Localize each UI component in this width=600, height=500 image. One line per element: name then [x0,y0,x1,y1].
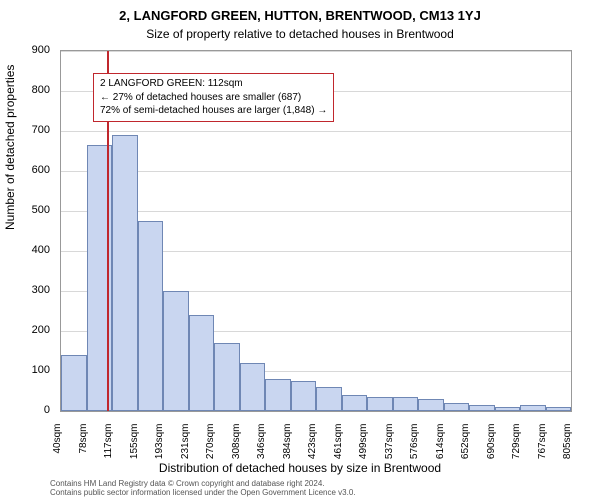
ytick-label: 700 [0,124,50,136]
credit-text: Contains HM Land Registry data © Crown c… [50,479,356,498]
credit-line1: Contains HM Land Registry data © Crown c… [50,479,356,489]
bar [520,405,546,411]
x-axis-label: Distribution of detached houses by size … [0,461,600,475]
bar [495,407,521,411]
ytick-label: 800 [0,84,50,96]
plot-area: 2 LANGFORD GREEN: 112sqm ← 27% of detach… [60,50,572,412]
bar [291,381,317,411]
ytick-label: 500 [0,204,50,216]
annotation-line1: 2 LANGFORD GREEN: 112sqm [100,77,327,91]
bar [112,135,138,411]
ytick-label: 900 [0,44,50,56]
bar [163,291,189,411]
title-sub: Size of property relative to detached ho… [0,23,600,41]
bar [546,407,572,411]
title-main: 2, LANGFORD GREEN, HUTTON, BRENTWOOD, CM… [0,0,600,23]
ytick-label: 600 [0,164,50,176]
bar [189,315,215,411]
ytick-label: 0 [0,404,50,416]
bar [61,355,87,411]
ytick-label: 300 [0,284,50,296]
bar [367,397,393,411]
annotation-line3: 72% of semi-detached houses are larger (… [100,104,327,118]
bar [316,387,342,411]
bar [240,363,266,411]
bar [342,395,368,411]
annotation-line2: ← 27% of detached houses are smaller (68… [100,91,327,105]
bar [138,221,164,411]
ytick-label: 400 [0,244,50,256]
bar [469,405,495,411]
bar [265,379,291,411]
ytick-label: 200 [0,324,50,336]
bar [393,397,419,411]
annotation-box: 2 LANGFORD GREEN: 112sqm ← 27% of detach… [93,73,334,122]
bar [444,403,470,411]
bar [214,343,240,411]
bar [418,399,444,411]
ytick-label: 100 [0,364,50,376]
credit-line2: Contains public sector information licen… [50,488,356,498]
